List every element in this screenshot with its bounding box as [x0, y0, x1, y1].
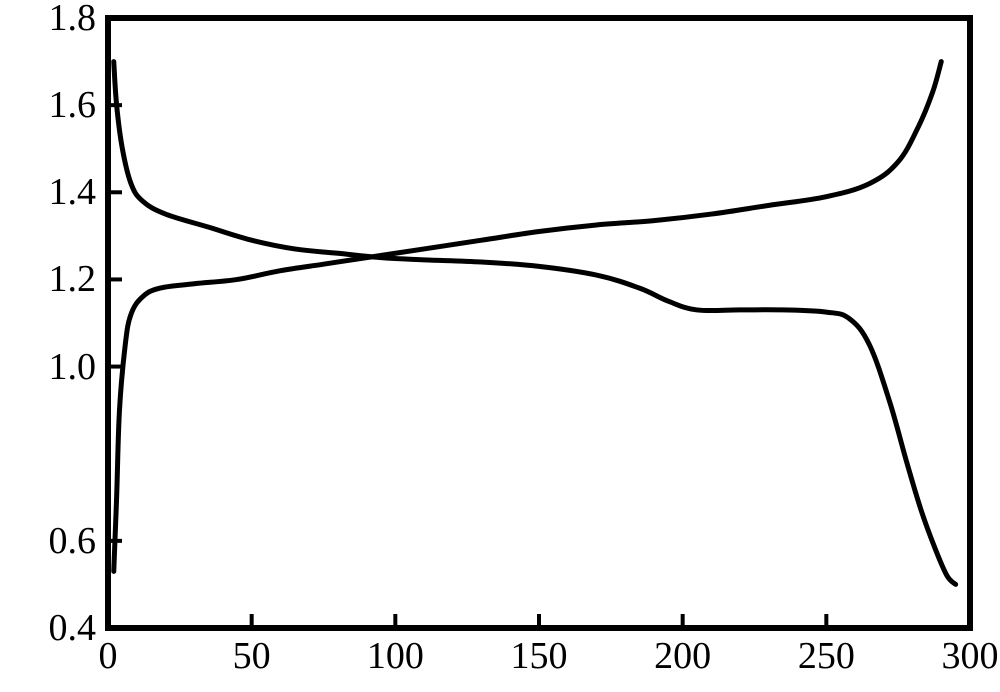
plot-border: [108, 18, 970, 628]
y-tick-label: 1.0: [49, 345, 97, 389]
x-tick-label: 250: [798, 634, 855, 678]
x-tick-label: 50: [233, 634, 271, 678]
y-tick-label: 1.2: [49, 257, 97, 301]
y-tick-label: 0.6: [49, 519, 97, 563]
y-tick-label: 0.4: [49, 606, 97, 650]
x-tick-label: 150: [511, 634, 568, 678]
y-tick-label: 1.4: [49, 170, 97, 214]
y-tick-label: 1.8: [49, 0, 97, 40]
chart-container: 0 50 100 150 200 250 300 0.4 0.6 1.0 1.2 1.4 1.6 1.8: [0, 0, 1000, 692]
x-tick-label: 200: [654, 634, 711, 678]
chart-svg: [0, 0, 1000, 692]
y-tick-label: 1.6: [49, 83, 97, 127]
x-tick-label: 300: [942, 634, 999, 678]
x-tick-label: 0: [99, 634, 118, 678]
x-tick-label: 100: [367, 634, 424, 678]
